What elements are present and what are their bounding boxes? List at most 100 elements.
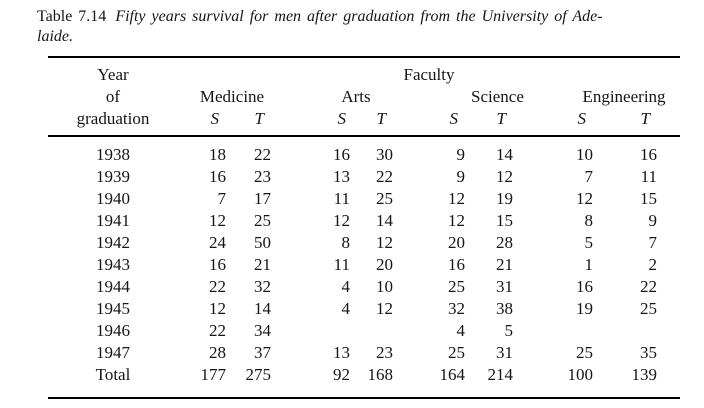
header-faculty: Faculty: [403, 65, 455, 84]
cell-engineering-s: 8: [584, 211, 594, 230]
header-arts-t: T: [350, 108, 393, 137]
cell-science-s: 16: [448, 255, 465, 274]
cell-medicine-s: 12: [209, 299, 226, 318]
cell-arts-s: 13: [333, 167, 350, 186]
cell-arts-s: 11: [333, 189, 350, 208]
cell-year: 1947: [96, 343, 130, 362]
cell-medicine-s: 16: [209, 255, 226, 274]
cell-engineering-s: 16: [576, 277, 593, 296]
table-row-1946: 1946 22 34 4 5: [48, 320, 680, 342]
cell-science-s: 12: [448, 189, 465, 208]
cell-arts-t: [350, 320, 393, 342]
header-engineering-t: T: [593, 108, 680, 137]
cell-year: 1946: [96, 321, 130, 340]
table-row-1944: 1944 22 32 4 10 25 31 16 22: [48, 276, 680, 298]
cell-engineering-s: 10: [576, 145, 593, 164]
header-group-arts: Arts: [341, 87, 371, 106]
cell-medicine-t: 37: [254, 343, 271, 362]
cell-arts-s: 12: [333, 211, 350, 230]
caption-label: Table 7.14: [37, 8, 107, 25]
cell-medicine-t: 275: [245, 365, 272, 384]
header-arts-s: S: [271, 108, 350, 137]
cell-arts-t: 12: [376, 299, 393, 318]
cell-medicine-t: 14: [254, 299, 271, 318]
header-medicine-s: S: [178, 108, 226, 137]
table-row-1947: 1947 28 37 13 23 25 31 25 35: [48, 342, 680, 364]
cell-arts-t: 25: [376, 189, 393, 208]
table-header: Year Faculty of Medicine Arts Science En…: [48, 57, 680, 137]
cell-arts-s: 16: [333, 145, 350, 164]
cell-science-s: 4: [456, 321, 466, 340]
table-row-1943: 1943 16 21 11 20 16 21 1 2: [48, 254, 680, 276]
cell-science-t: 15: [496, 211, 513, 230]
cell-medicine-s: 22: [209, 277, 226, 296]
cell-engineering-t: 2: [648, 255, 658, 274]
cell-arts-s: 4: [341, 299, 351, 318]
survival-table: Year Faculty of Medicine Arts Science En…: [48, 56, 680, 399]
cell-year: 1938: [96, 145, 130, 164]
header-science-t: T: [465, 108, 513, 137]
cell-medicine-t: 17: [254, 189, 271, 208]
cell-science-t: 5: [504, 321, 514, 340]
cell-arts-s: 8: [341, 233, 351, 252]
cell-science-t: 21: [496, 255, 513, 274]
cell-science-s: 12: [448, 211, 465, 230]
cell-engineering-t: 139: [631, 365, 658, 384]
cell-medicine-s: 28: [209, 343, 226, 362]
cell-medicine-s: 24: [209, 233, 226, 252]
cell-medicine-s: 12: [209, 211, 226, 230]
cell-engineering-t: 7: [648, 233, 658, 252]
cell-arts-t: 23: [376, 343, 393, 362]
cell-engineering-s: 100: [567, 365, 594, 384]
cell-year: Total: [95, 365, 131, 384]
cell-engineering-s: [513, 320, 593, 342]
cell-arts-t: 22: [376, 167, 393, 186]
cell-year: 1944: [96, 277, 130, 296]
cell-arts-t: 30: [376, 145, 393, 164]
cell-engineering-t: 11: [640, 167, 657, 186]
cell-science-s: 32: [448, 299, 465, 318]
cell-medicine-s: 7: [217, 189, 227, 208]
cell-arts-s: 92: [333, 365, 350, 384]
cell-arts-t: 10: [376, 277, 393, 296]
header-row-3: graduation S T S T S T S T: [48, 108, 680, 137]
cell-medicine-t: 32: [254, 277, 271, 296]
cell-engineering-s: 5: [584, 233, 594, 252]
table-body: 1938 18 22 16 30 9 14 10 16 1939 16 23 13 22 9 12 7 11 194…: [48, 136, 680, 398]
cell-engineering-s: 7: [584, 167, 594, 186]
cell-science-t: 31: [496, 277, 513, 296]
header-year-line3: graduation: [48, 108, 178, 137]
caption-title-line1: Fifty years survival for men after gradu…: [115, 8, 603, 25]
cell-medicine-s: 177: [200, 365, 227, 384]
table-row-1940: 1940 7 17 11 25 12 19 12 15: [48, 188, 680, 210]
cell-arts-t: 14: [376, 211, 393, 230]
cell-engineering-s: 1: [584, 255, 594, 274]
cell-engineering-s: 25: [576, 343, 593, 362]
cell-medicine-s: 22: [209, 321, 226, 340]
cell-engineering-t: 9: [648, 211, 658, 230]
cell-science-t: 12: [496, 167, 513, 186]
cell-science-t: 14: [496, 145, 513, 164]
caption-title-line2: laide.: [37, 28, 73, 45]
cell-science-t: 19: [496, 189, 513, 208]
table-row-total: Total 177 275 92 168 164 214 100 139: [48, 364, 680, 398]
cell-arts-s: 13: [333, 343, 350, 362]
cell-science-t: 31: [496, 343, 513, 362]
cell-engineering-s: 12: [576, 189, 593, 208]
cell-medicine-t: 34: [254, 321, 271, 340]
header-row-1: Year Faculty: [48, 57, 680, 86]
cell-year: 1942: [96, 233, 130, 252]
cell-engineering-t: 22: [640, 277, 657, 296]
cell-science-s: 25: [448, 343, 465, 362]
table-row-1939: 1939 16 23 13 22 9 12 7 11: [48, 166, 680, 188]
table-row-1942: 1942 24 50 8 12 20 28 5 7: [48, 232, 680, 254]
header-year-line2: of: [105, 87, 121, 106]
cell-year: 1940: [96, 189, 130, 208]
cell-science-t: 28: [496, 233, 513, 252]
cell-arts-t: 12: [376, 233, 393, 252]
cell-medicine-t: 25: [254, 211, 271, 230]
cell-science-s: 9: [456, 145, 466, 164]
table-caption: Table 7.14 Fifty years survival for men a…: [37, 0, 699, 47]
cell-medicine-t: 21: [254, 255, 271, 274]
header-group-science: Science: [471, 87, 524, 106]
